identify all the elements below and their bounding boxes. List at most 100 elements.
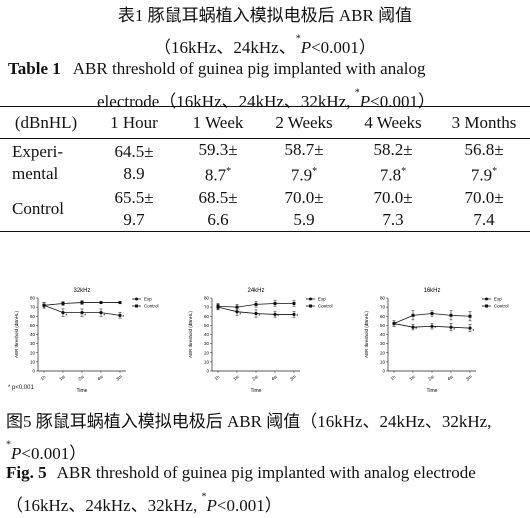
cell-mean: 65.5± xyxy=(114,187,154,207)
p-value-note: * p<0.001 xyxy=(8,385,34,391)
data-point xyxy=(292,301,296,305)
y-axis-label: ABR threshold (dBnHL) xyxy=(188,310,193,358)
x-tick-label: 1h xyxy=(40,374,47,381)
row-label-line1: Control xyxy=(12,198,64,218)
table-header-2-weeks: 2 Weeks xyxy=(275,112,333,132)
abr-threshold-table: (dBnHL) 1 Hour 1 Week 2 Weeks 4 Weeks 3 … xyxy=(0,106,530,232)
data-point xyxy=(273,312,277,317)
row-label-line1: Experi- xyxy=(12,141,63,161)
table-header-unit: (dBnHL) xyxy=(14,112,78,132)
x-tick-label: 1w xyxy=(232,374,240,382)
y-tick-label: 40 xyxy=(380,332,386,337)
y-tick-label: 30 xyxy=(380,341,386,346)
legend-marker xyxy=(135,297,138,301)
data-point xyxy=(254,311,258,316)
legend-marker xyxy=(485,304,488,308)
line-chart-svg: 16kHz 0 10 20 30 40 50 60 70 80 1h 1w 2w 4w 3m Time ABR … xyxy=(364,288,509,394)
y-tick-label: 80 xyxy=(204,296,210,301)
series-exp: * * * * xyxy=(42,302,124,321)
x-tick-label: 1h xyxy=(390,374,397,381)
significance-mark: * xyxy=(122,315,124,321)
data-point xyxy=(42,303,46,307)
data-point xyxy=(99,311,103,315)
data-point xyxy=(61,301,65,305)
x-tick-label: 1h xyxy=(214,374,221,381)
table-caption-en-label: Table 1 xyxy=(8,59,61,78)
y-tick-label: 40 xyxy=(204,332,210,337)
chart-16khz: 16kHz 0 10 20 30 40 50 60 70 80 1h 1w 2w 4w 3m Time ABR … xyxy=(352,283,528,395)
cell-sd: 7.4 xyxy=(473,209,495,229)
x-axis-label: Time xyxy=(251,388,262,394)
table-row-label: Control xyxy=(0,187,92,232)
cell-mean: 59.3± xyxy=(198,140,238,159)
chart-title: 32kHz xyxy=(73,288,90,294)
x-tick-label: 4w xyxy=(446,374,454,382)
data-point xyxy=(411,325,415,329)
table-cell: 64.5± 8.9 xyxy=(92,139,176,187)
y-tick-label: 50 xyxy=(380,323,386,328)
y-tick-label: 50 xyxy=(30,323,36,328)
figure-caption-cn: 图5 豚鼠耳蜗植入模拟电极后 ABR 阈值（16kHz、24kHz、32kHz,… xyxy=(6,412,492,463)
y-tick-label: 20 xyxy=(30,350,36,355)
y-tick-label: 0 xyxy=(382,369,385,374)
legend-label: Control xyxy=(494,304,509,309)
legend-marker xyxy=(485,297,488,301)
table-cell: 70.0± 7.3 xyxy=(348,187,438,232)
cell-mean: 58.2± xyxy=(373,140,413,159)
data-point xyxy=(118,301,122,305)
table-cell: 58.2± 7.8* xyxy=(348,139,438,187)
x-tick-label: 2w xyxy=(251,374,259,382)
series-control xyxy=(42,300,122,309)
cell-mean: 56.8± xyxy=(464,140,504,159)
y-tick-label: 80 xyxy=(380,296,386,301)
table-header-1-week: 1 Week xyxy=(192,112,244,132)
figure-caption-en-text: ABR threshold of guinea pig implanted wi… xyxy=(6,463,476,515)
table-cell: 70.0± 5.9 xyxy=(260,187,348,232)
x-tick-label: 1w xyxy=(408,374,416,382)
y-tick-label: 70 xyxy=(380,305,386,310)
data-point xyxy=(61,311,65,315)
y-tick-label: 0 xyxy=(32,369,35,374)
cell-sd: 9.7 xyxy=(123,209,145,229)
y-tick-label: 60 xyxy=(204,314,210,319)
significance-mark: * xyxy=(65,313,67,319)
row-label-line2: mental xyxy=(12,163,59,183)
x-tick-label: 1w xyxy=(58,374,66,382)
y-tick-label: 30 xyxy=(204,341,210,346)
table-header-row: (dBnHL) 1 Hour 1 Week 2 Weeks 4 Weeks 3 … xyxy=(0,107,530,139)
cell-sd: 8.7* xyxy=(204,165,232,185)
data-point xyxy=(216,304,220,308)
y-tick-label: 60 xyxy=(30,314,36,319)
cell-sd: 7.8* xyxy=(379,165,407,185)
significance-mark: * xyxy=(103,313,105,319)
series-control xyxy=(216,300,296,311)
data-point xyxy=(273,301,277,305)
data-point xyxy=(468,314,472,318)
cell-sd: 8.9 xyxy=(123,163,145,183)
cell-sd: 7.9* xyxy=(470,165,498,185)
x-tick-label: 2w xyxy=(427,374,435,382)
table-header-3-months: 3 Months xyxy=(451,112,517,132)
data-point xyxy=(292,312,296,317)
figure-caption-en-label: Fig. 5 xyxy=(6,463,47,482)
y-tick-label: 70 xyxy=(30,305,36,310)
series-control xyxy=(392,310,472,327)
y-tick-label: 10 xyxy=(204,359,210,364)
significance-mark: * xyxy=(472,329,474,335)
chart-title: 16kHz xyxy=(423,288,440,294)
data-point xyxy=(449,313,453,317)
x-axis-label: Time xyxy=(77,388,88,394)
significance-mark: * xyxy=(258,314,260,320)
table-header-1-hour: 1 Hour xyxy=(110,112,158,132)
table-caption-en: Table 1 ABR threshold of guinea pig impla… xyxy=(8,56,524,114)
table-cell: 70.0± 7.4 xyxy=(438,187,530,232)
chart-24khz: 24kHz 0 10 20 30 40 50 60 70 80 1h 1w 2w 4w 3m Time ABR … xyxy=(176,283,352,395)
legend-marker xyxy=(135,304,138,308)
significance-mark: * xyxy=(296,314,298,320)
cell-mean: 70.0± xyxy=(373,187,413,207)
y-tick-label: 20 xyxy=(204,350,210,355)
chart-32khz: 32kHz 0 10 20 30 40 50 60 70 80 1h 1w 2w 4w 3m Time ABR … xyxy=(2,283,178,395)
table-caption-cn-line2: （16kHz、24kHz、*P<0.001） xyxy=(154,34,376,57)
data-point xyxy=(99,301,103,305)
table-cell: 56.8± 7.9* xyxy=(438,139,530,187)
